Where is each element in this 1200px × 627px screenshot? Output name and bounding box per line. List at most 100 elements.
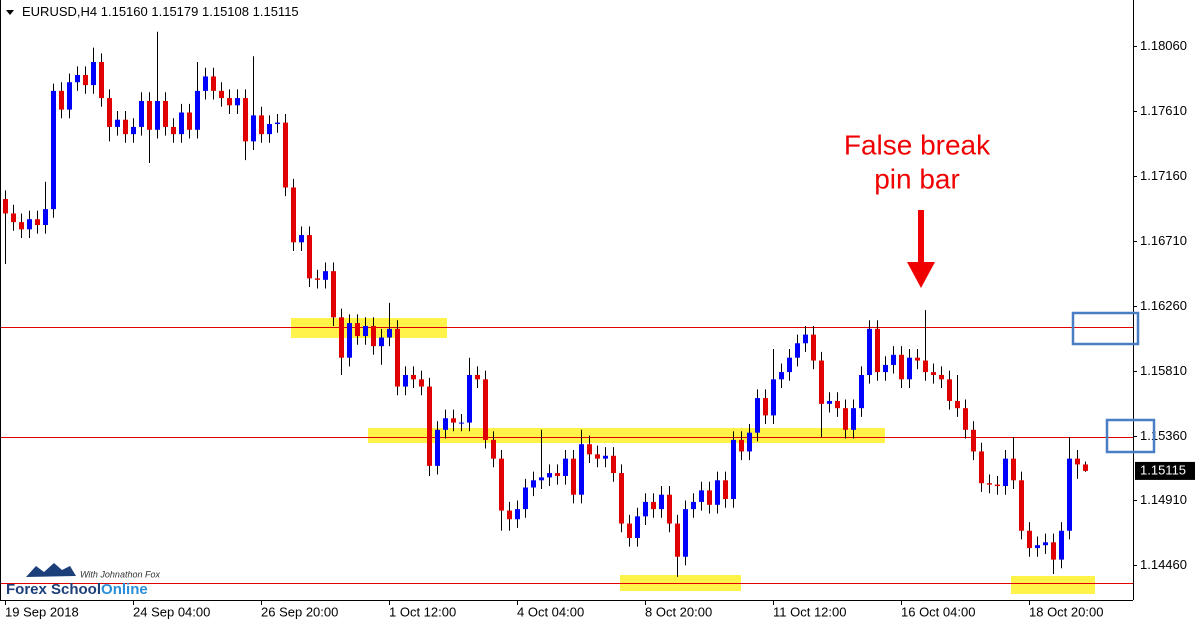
candle-body	[155, 100, 160, 130]
candle-body	[1043, 542, 1048, 546]
axis-labels: 1.18060 1.17610 1.17160 1.16710 1.16260 1.158…	[5, 38, 1195, 619]
y-tick-label: 1.17160	[1140, 168, 1187, 183]
candle-body	[203, 76, 208, 91]
y-tick-label: 1.16260	[1140, 298, 1187, 313]
candle-body	[379, 337, 384, 347]
candle-body	[539, 477, 544, 481]
candle-body	[491, 439, 496, 459]
candle-body	[843, 408, 848, 430]
candle-body	[171, 126, 176, 135]
candle-body	[371, 325, 376, 347]
candle-body	[443, 418, 448, 430]
candle-body	[563, 458, 568, 476]
logo-name-accent: Online	[101, 581, 148, 598]
candle-body	[827, 400, 832, 404]
candle-body	[715, 480, 720, 505]
candle-body	[227, 98, 232, 106]
candle-body	[275, 122, 280, 125]
candle-body	[947, 379, 952, 401]
candle-body	[939, 375, 944, 380]
levels	[0, 327, 1133, 584]
candle-body	[835, 400, 840, 409]
candle-body	[683, 509, 688, 557]
candle-body	[747, 432, 752, 452]
candle-body	[931, 372, 936, 375]
candle-body	[363, 325, 368, 337]
candle-body	[107, 98, 112, 127]
quote: 1.15179	[151, 4, 198, 19]
logo: With Johnathon Fox Forex SchoolOnline	[6, 563, 160, 598]
candle-body	[347, 323, 352, 358]
y-tick-label: 1.14460	[1140, 557, 1187, 572]
candle-body	[387, 328, 392, 338]
candle-body	[83, 75, 88, 86]
candle-body	[187, 112, 192, 130]
candle-body	[355, 323, 360, 337]
candle-body	[531, 480, 536, 488]
candle-body	[595, 454, 600, 459]
candle-body	[235, 98, 240, 106]
candle-body	[507, 510, 512, 520]
candle-body	[1075, 458, 1080, 465]
last-price-box	[1135, 461, 1195, 480]
candle-body	[859, 375, 864, 409]
candle-body	[1003, 458, 1008, 487]
logo-tagline: With Johnathon Fox	[80, 569, 160, 579]
candle-body	[299, 235, 304, 243]
candle-body	[419, 379, 424, 387]
candle-body	[243, 98, 248, 142]
candle-body	[979, 451, 984, 484]
candle-body	[515, 509, 520, 520]
logo-name: Forex SchoolOnline	[6, 581, 148, 598]
candle-body	[755, 398, 760, 433]
candle-body	[1067, 458, 1072, 531]
x-tick-label: 26 Sep 20:00	[261, 604, 338, 619]
candle-body	[891, 354, 896, 365]
candle-body	[403, 375, 408, 387]
candle-body	[451, 418, 456, 423]
y-tick-label: 1.15360	[1140, 428, 1187, 443]
candle-body	[867, 328, 872, 375]
candle-body	[75, 75, 80, 83]
candle-body	[659, 494, 664, 510]
candle-body	[467, 375, 472, 423]
y-tick-label: 1.18060	[1140, 38, 1187, 53]
candle-body	[707, 490, 712, 505]
candle-body	[795, 343, 800, 358]
symbol: EURUSD,H4	[22, 4, 97, 19]
candle-body	[331, 271, 336, 318]
candle-body	[771, 379, 776, 416]
candle-body	[611, 455, 616, 474]
candle-body	[115, 119, 120, 127]
candle-body	[267, 124, 272, 135]
candle-body	[851, 408, 856, 430]
candle-body	[675, 523, 680, 557]
candle-body	[787, 357, 792, 373]
candle-body	[907, 357, 912, 380]
last-price-label: 1.15115	[1140, 462, 1186, 477]
y-tick-label: 1.14910	[1140, 492, 1187, 507]
candle-body	[1051, 542, 1056, 560]
candle-body	[987, 483, 992, 485]
quote: 1.15115	[253, 4, 299, 19]
candle-body	[291, 187, 296, 243]
candle-body	[883, 364, 888, 373]
y-tick-label: 1.15810	[1140, 363, 1187, 378]
candle-body	[411, 375, 416, 380]
candles	[3, 31, 1088, 577]
candle-body	[875, 328, 880, 373]
candle-body	[43, 209, 48, 225]
candle-body	[67, 82, 72, 110]
candle-body	[483, 379, 488, 440]
x-tick-label: 8 Oct 20:00	[645, 604, 712, 619]
candle-body	[139, 100, 144, 127]
candle-body	[459, 422, 464, 424]
candle-body	[211, 76, 216, 91]
candle-body	[627, 523, 632, 538]
annotation: pin bar	[874, 163, 960, 194]
y-tick-label: 1.17610	[1140, 103, 1187, 118]
highlight-box	[1071, 311, 1140, 346]
candle-body	[35, 219, 40, 225]
